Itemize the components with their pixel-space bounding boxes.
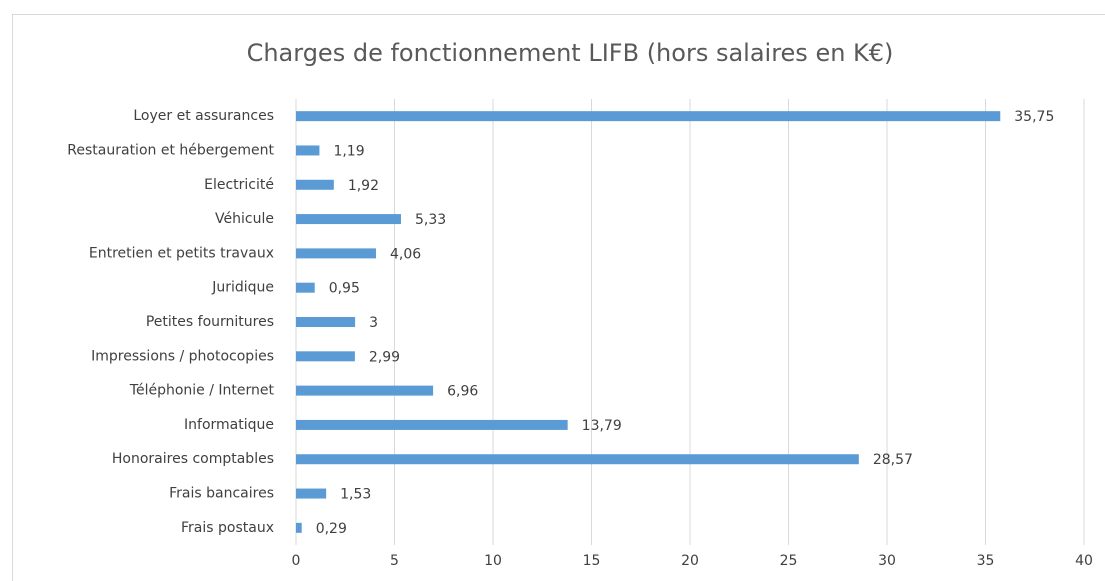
bar: [296, 282, 315, 293]
data-label: 5,33: [415, 212, 446, 228]
data-label: 1,19: [333, 143, 364, 159]
chart-title: Charges de fonctionnement LIFB (hors sal…: [247, 39, 894, 67]
chart-border: [12, 14, 1105, 581]
data-label: 3: [369, 315, 378, 331]
data-label: 1,92: [348, 178, 379, 194]
data-label: 6,96: [447, 384, 478, 400]
x-tick-label: 40: [1075, 553, 1093, 569]
y-tick-label: Téléphonie / Internet: [129, 383, 275, 399]
bar: [296, 111, 1001, 122]
bar: [296, 385, 434, 396]
bar: [296, 454, 859, 465]
bar: [296, 419, 568, 430]
bar: [296, 179, 334, 190]
data-label: 13,79: [582, 418, 622, 434]
y-tick-label: Impressions / photocopies: [91, 348, 274, 364]
data-label: 1,53: [340, 487, 371, 503]
bar: [296, 488, 327, 499]
y-tick-label: Frais postaux: [181, 520, 274, 536]
data-label: 35,75: [1014, 109, 1054, 125]
x-tick-label: 35: [977, 553, 995, 569]
y-tick-label: Informatique: [184, 417, 274, 433]
data-label: 2,99: [369, 349, 400, 365]
data-label: 4,06: [390, 246, 421, 262]
x-tick-label: 15: [583, 553, 601, 569]
x-tick-label: 30: [878, 553, 896, 569]
y-tick-label: Loyer et assurances: [133, 108, 274, 124]
bar: [296, 214, 402, 225]
y-tick-label: Véhicule: [215, 211, 274, 227]
y-tick-label: Honoraires comptables: [112, 451, 274, 467]
bar: [296, 317, 356, 327]
y-tick-label: Petites fournitures: [146, 314, 274, 330]
bar: [296, 145, 320, 156]
y-tick-label: Entretien et petits travaux: [89, 245, 274, 261]
x-tick-label: 25: [780, 553, 798, 569]
data-label: 0,95: [329, 281, 360, 297]
y-tick-label: Electricité: [204, 177, 274, 193]
y-tick-label: Frais bancaires: [169, 486, 274, 502]
x-tick-label: 20: [681, 553, 699, 569]
bar: [296, 522, 302, 533]
x-tick-label: 10: [484, 553, 502, 569]
data-label: 0,29: [316, 521, 347, 537]
data-label: 28,57: [873, 452, 913, 468]
y-tick-label: Restauration et hébergement: [67, 142, 274, 158]
bar: [296, 351, 355, 362]
x-tick-label: 0: [292, 553, 301, 569]
y-tick-label: Juridique: [211, 280, 274, 296]
x-tick-label: 5: [390, 553, 399, 569]
bar: [296, 248, 376, 259]
